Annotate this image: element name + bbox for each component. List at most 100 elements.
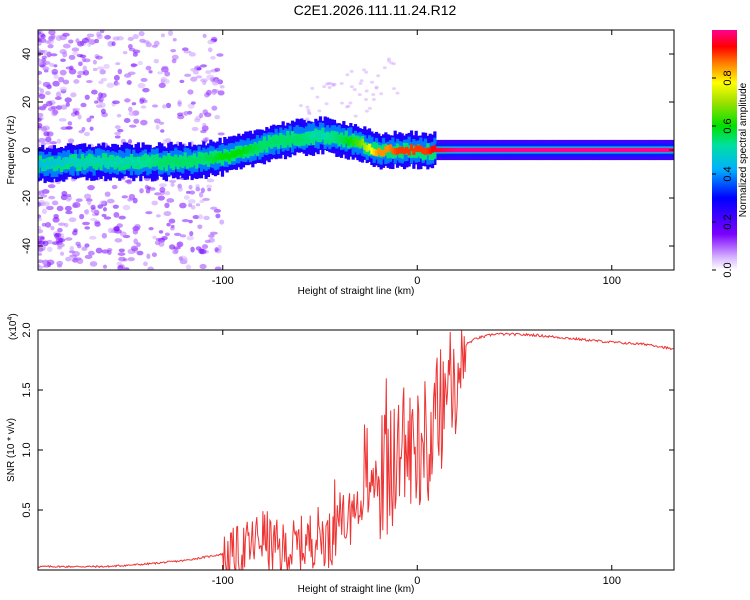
spectrogram-ridge-core: [234, 150, 239, 157]
spectrogram-noise-mark: [81, 246, 88, 251]
spectrogram-noise-mark: [386, 57, 391, 61]
spectrogram-noise-mark: [65, 256, 72, 262]
spectrogram-ridge-core: [472, 147, 477, 153]
spectrogram-noise-mark: [38, 259, 44, 264]
spectrogram-ridge-core: [316, 132, 320, 140]
spectrogram-ridge-core: [162, 158, 166, 166]
spectrogram-noise-mark: [98, 96, 104, 103]
spectrogram-noise-mark: [113, 212, 120, 218]
spectrogram-noise-mark: [74, 110, 80, 116]
spectrogram-x-tick-label: 0: [414, 275, 420, 287]
spectrogram-noise-mark: [106, 82, 115, 88]
spectrogram-noise-mark: [60, 194, 68, 201]
spectrogram-noise-mark: [140, 105, 147, 109]
colorbar-tick-label: 0.4: [722, 166, 734, 181]
spectrogram-noise-mark: [41, 208, 47, 215]
spectrogram-noise-mark: [137, 60, 143, 66]
spectrogram-noise-mark: [217, 132, 225, 136]
spectrogram-noise-mark: [38, 216, 42, 222]
spectrogram-noise-mark: [349, 69, 354, 73]
spectrogram-noise-mark: [56, 138, 62, 144]
spectrogram-noise-mark: [90, 204, 96, 210]
spectrogram-noise-mark: [374, 85, 379, 89]
spectrogram-noise-mark: [83, 131, 91, 137]
spectrogram-ridge-core: [199, 154, 204, 162]
spectrogram-noise-mark: [367, 106, 372, 110]
spectrogram-ridge-core: [274, 137, 278, 145]
spectrogram-noise-mark: [84, 254, 93, 260]
spectrogram-ridge-cell: [73, 154, 78, 167]
spectrogram-noise-mark: [176, 241, 184, 248]
spectrogram-noise-mark: [72, 251, 80, 257]
spectrogram-ridge-core: [626, 147, 631, 153]
spectrogram-ridge-core: [461, 147, 465, 153]
spectrogram-ridge-core: [176, 158, 180, 166]
spectrogram-noise-mark: [96, 31, 102, 38]
spectrogram-ridge-core: [48, 161, 52, 169]
spectrogram-noise-mark: [70, 92, 77, 98]
spectrogram-noise-mark: [117, 267, 126, 270]
spectrogram-ridge-core: [430, 145, 435, 153]
spectrogram-ridge-cell: [143, 153, 148, 166]
spectrogram-ridge-core: [440, 147, 444, 153]
spectrogram-ridge-core: [223, 152, 227, 160]
spectrogram-noise-mark: [57, 227, 63, 233]
spectrogram-noise-mark: [112, 226, 120, 232]
colorbar-ticks: 0.0 0.2 0.4 0.6 0.8: [712, 70, 734, 278]
spectrogram-noise-mark: [122, 51, 128, 55]
spectrogram-noise-mark: [127, 139, 133, 144]
spectrogram-noise-mark: [315, 95, 320, 99]
spectrogram-noise-mark: [56, 260, 64, 266]
spectrogram-noise-mark: [99, 69, 106, 75]
spectrogram-ridge-cell: [80, 154, 85, 167]
spectrogram-noise-mark: [82, 65, 88, 72]
spectrogram-noise-mark: [136, 250, 144, 256]
spectrogram-noise-mark: [206, 74, 215, 81]
spectrogram-noise-mark: [190, 76, 198, 82]
spectrogram-noise-mark: [38, 225, 42, 230]
spectrogram-noise-mark: [127, 257, 135, 262]
spectrogram-noise-mark: [327, 86, 332, 90]
spectrogram-noise-mark: [153, 58, 160, 64]
spectrogram-ridge-core: [325, 132, 330, 140]
spectrogram-ridge-core: [479, 147, 484, 153]
spectrogram-ridge-core: [330, 134, 334, 142]
spectrogram-noise-mark: [126, 179, 133, 185]
spectrogram-noise-mark: [189, 230, 194, 237]
spectrogram-noise-mark: [306, 108, 311, 112]
spectrogram-ridge-core: [323, 132, 327, 140]
spectrogram-ridge-cell: [286, 130, 290, 143]
spectrogram-ridge-core: [598, 147, 603, 153]
spectrogram-noise-mark: [38, 238, 42, 244]
spectrogram-noise-mark: [64, 237, 73, 241]
spectrogram-noise-mark: [134, 224, 141, 230]
spectrogram-noise-mark: [45, 136, 52, 143]
spectrogram-ridge-core: [503, 147, 507, 153]
spectrogram-noise-mark: [389, 61, 394, 65]
spectrogram-noise-mark: [75, 198, 83, 202]
spectrogram-noise-mark: [216, 53, 224, 57]
spectrogram-ridge-core: [608, 147, 612, 153]
snr-y-tick-label: 0.5: [21, 502, 33, 517]
spectrogram-noise-mark: [183, 50, 192, 54]
spectrogram-noise-mark: [188, 219, 193, 224]
spectrogram-noise-mark: [40, 245, 46, 251]
spectrogram-ridge-core: [127, 157, 131, 164]
spectrogram-noise-mark: [79, 213, 85, 220]
spectrogram-ridge-core: [412, 148, 416, 156]
spectrogram-noise-mark: [38, 80, 42, 85]
spectrogram-noise-mark: [48, 30, 56, 36]
spectrogram-noise-mark: [117, 252, 126, 256]
spectrogram-noise-mark: [54, 96, 62, 101]
spectrogram-noise-mark: [132, 34, 139, 40]
spectrogram-noise-mark: [118, 248, 125, 253]
spectrogram-noise-mark: [88, 250, 95, 256]
spectrogram-noise-mark: [187, 103, 195, 109]
spectrogram-noise-mark: [68, 54, 76, 60]
snr-x-tick-label: -100: [212, 575, 234, 587]
spectrogram-noise-mark: [46, 51, 52, 58]
spectrogram-ridge-core: [62, 159, 66, 166]
spectrogram-ridge-core: [617, 147, 621, 153]
spectrogram-noise-mark: [87, 199, 92, 206]
spectrogram-noise-mark: [147, 266, 154, 270]
